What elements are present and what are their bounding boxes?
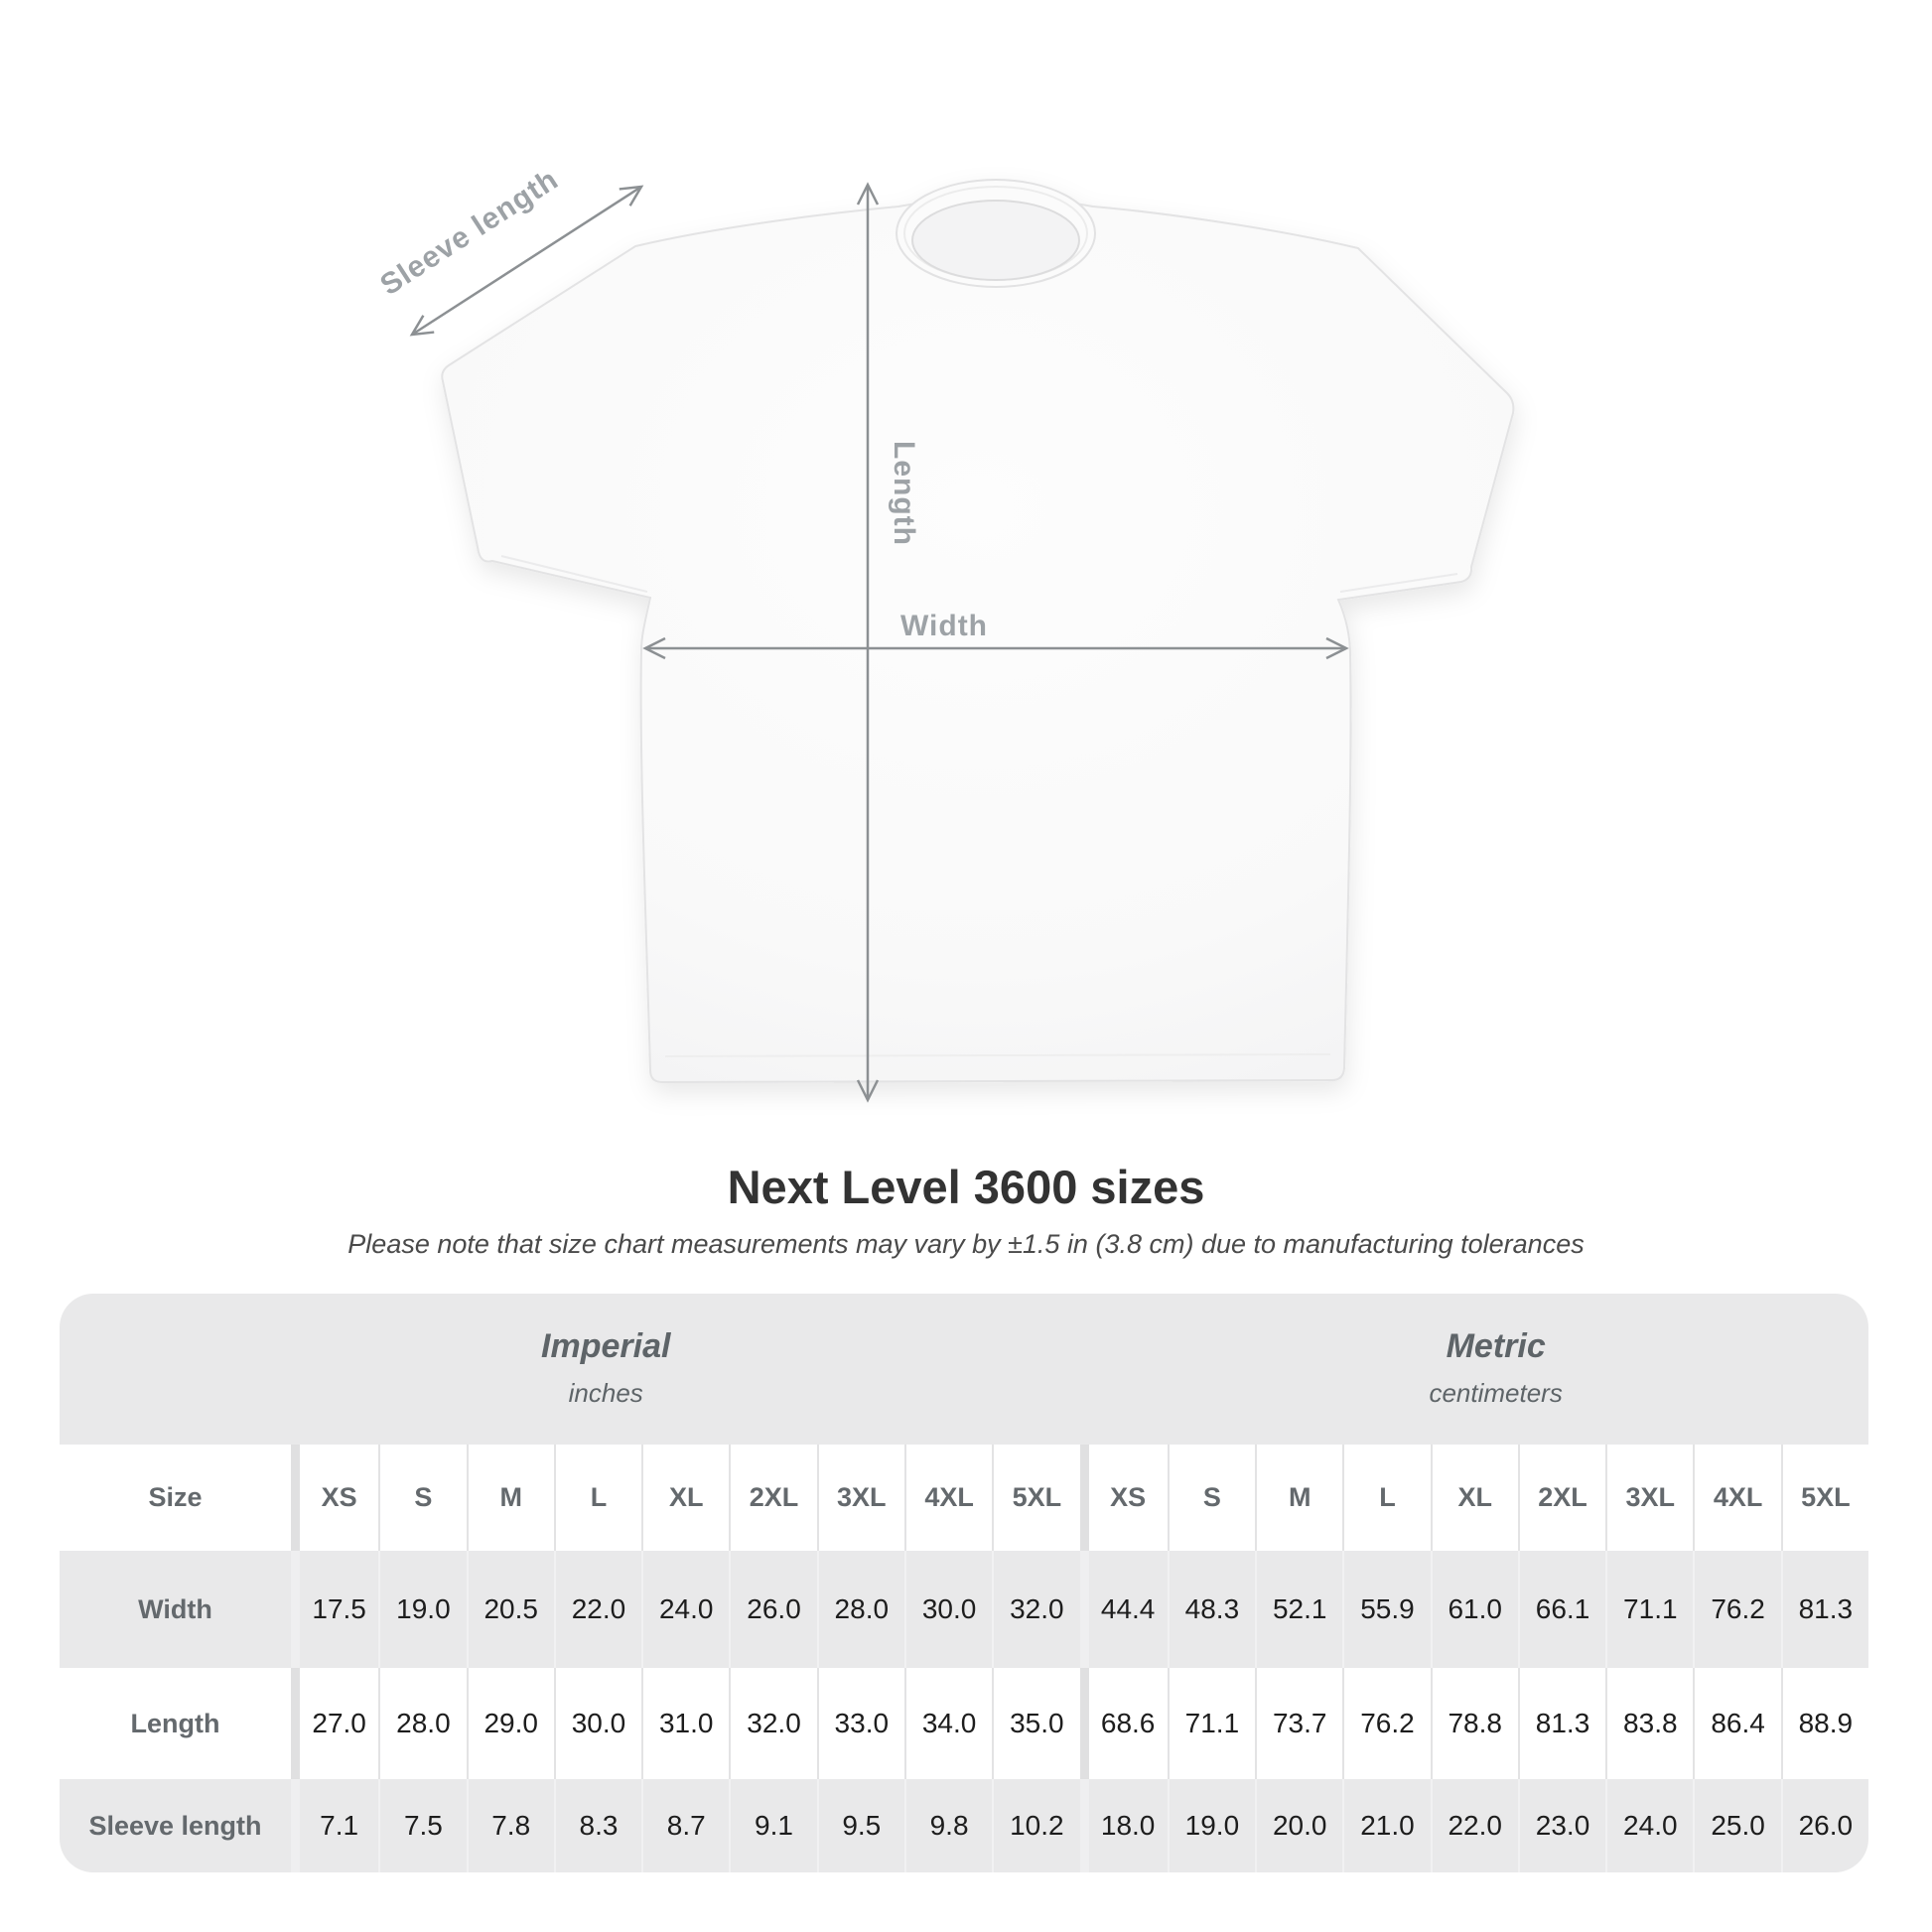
tshirt-measurement-diagram: Sleeve length Length Width (374, 163, 1515, 1103)
measurement-value: 83.8 (1605, 1668, 1694, 1779)
measurement-value: 55.9 (1342, 1551, 1430, 1668)
size-column-header: M (466, 1445, 554, 1551)
imperial-unit-label: inches (568, 1378, 643, 1408)
length-row-label: Length (60, 1668, 291, 1779)
imperial-header-label: Imperial (541, 1327, 671, 1365)
measurement-value: 81.3 (1517, 1668, 1606, 1779)
measurement-value: 9.8 (903, 1779, 992, 1872)
measurement-value: 88.9 (1780, 1668, 1868, 1779)
measurement-value: 21.0 (1342, 1779, 1430, 1872)
metric-section-header: Metric centimeters (1429, 1327, 1562, 1409)
measurement-value: 73.7 (1255, 1668, 1343, 1779)
measurement-value: 68.6 (1079, 1668, 1168, 1779)
measurement-arrows (409, 182, 1349, 1103)
size-column-header: 5XL (1780, 1445, 1868, 1551)
measurement-value: 7.1 (291, 1779, 378, 1872)
size-column-header: XL (641, 1445, 730, 1551)
measurement-value: 52.1 (1255, 1551, 1342, 1668)
measurement-value: 31.0 (641, 1668, 730, 1779)
size-column-header: M (1255, 1445, 1343, 1551)
tolerance-note: Please note that size chart measurements… (347, 1229, 1585, 1259)
size-column-header: 3XL (816, 1445, 904, 1551)
size-column-header: 2XL (729, 1445, 817, 1551)
measurement-value: 71.1 (1605, 1551, 1693, 1668)
measurement-value: 76.2 (1342, 1668, 1431, 1779)
width-row-label: Width (138, 1593, 212, 1624)
size-column-header: 3XL (1605, 1445, 1694, 1551)
measurement-value: 33.0 (816, 1668, 904, 1779)
measurement-value: 86.4 (1693, 1668, 1781, 1779)
measurement-value: 34.0 (903, 1668, 993, 1779)
measurement-value: 66.1 (1517, 1551, 1605, 1668)
measurement-value: 61.0 (1430, 1551, 1518, 1668)
measurement-value: 19.0 (378, 1551, 466, 1668)
measurement-value: 48.3 (1167, 1551, 1255, 1668)
measurement-value: 44.4 (1079, 1551, 1168, 1668)
tshirt-illustration: Sleeve length Length Width (374, 163, 1515, 1103)
size-table: Size XS S M L XL 2XL 3XL 4XL 5XL XS S M L XL 2XL 3XL 4XL 5… (60, 1445, 1868, 1872)
sleeve-length-arrow (409, 185, 644, 337)
size-column-header: XS (291, 1445, 379, 1551)
measurement-value: 22.0 (1430, 1779, 1518, 1872)
measurement-value: 18.0 (1079, 1779, 1168, 1872)
imperial-section-header: Imperial inches (541, 1327, 670, 1409)
measurement-value: 20.0 (1255, 1779, 1342, 1872)
sleeve-length-label: Sleeve length (374, 163, 564, 302)
measurement-value: 17.5 (291, 1551, 378, 1668)
measurement-value: 7.8 (466, 1779, 554, 1872)
size-column-header: S (378, 1445, 467, 1551)
measurement-value: 19.0 (1167, 1779, 1255, 1872)
measurement-value: 32.0 (729, 1668, 817, 1779)
measurement-value: 24.0 (1605, 1779, 1693, 1872)
measurement-value: 22.0 (553, 1551, 641, 1668)
measurement-value: 76.2 (1693, 1551, 1780, 1668)
metric-header-label: Metric (1446, 1327, 1546, 1365)
measurement-value: 23.0 (1517, 1779, 1605, 1872)
measurement-value: 24.0 (641, 1551, 729, 1668)
measurement-value: 26.0 (729, 1551, 816, 1668)
measurement-value: 28.0 (378, 1668, 467, 1779)
page-title: Next Level 3600 sizes (727, 1161, 1205, 1213)
width-label: Width (900, 610, 988, 642)
size-column-header: L (1342, 1445, 1431, 1551)
size-column-header: XL (1430, 1445, 1518, 1551)
measurement-value: 20.5 (466, 1551, 554, 1668)
measurement-value: 81.3 (1780, 1551, 1868, 1668)
measurement-value: 35.0 (992, 1668, 1080, 1779)
collar (896, 179, 1096, 288)
measurement-value: 78.8 (1430, 1668, 1518, 1779)
measurement-value: 25.0 (1693, 1779, 1780, 1872)
size-column-header: 2XL (1517, 1445, 1606, 1551)
measurement-value: 26.0 (1780, 1779, 1868, 1872)
size-column-header: 4XL (903, 1445, 993, 1551)
measurement-value: 71.1 (1167, 1668, 1256, 1779)
sleeve-length-row-label: Sleeve length (88, 1810, 262, 1841)
measurement-value: 28.0 (816, 1551, 904, 1668)
measurement-value: 27.0 (291, 1668, 379, 1779)
measurement-value: 7.5 (378, 1779, 466, 1872)
size-table-card: Imperial inches Metric centimeters Size X… (60, 1294, 1868, 1872)
measurement-value: 32.0 (992, 1551, 1079, 1668)
measurement-value: 9.1 (729, 1779, 816, 1872)
measurement-value: 9.5 (816, 1779, 904, 1872)
measurement-value: 10.2 (992, 1779, 1079, 1872)
measurement-value: 30.0 (903, 1551, 992, 1668)
size-header-row-label: Size (60, 1445, 291, 1551)
measurement-value: 30.0 (553, 1668, 642, 1779)
size-column-header: S (1167, 1445, 1256, 1551)
measurement-value: 8.3 (553, 1779, 641, 1872)
measurement-value: 29.0 (466, 1668, 554, 1779)
metric-unit-label: centimeters (1429, 1378, 1563, 1408)
size-column-header: 5XL (992, 1445, 1080, 1551)
size-column-header: XS (1079, 1445, 1168, 1551)
measurement-value: 8.7 (641, 1779, 729, 1872)
size-column-header: L (553, 1445, 642, 1551)
length-label: Length (888, 441, 920, 546)
size-column-header: 4XL (1693, 1445, 1781, 1551)
